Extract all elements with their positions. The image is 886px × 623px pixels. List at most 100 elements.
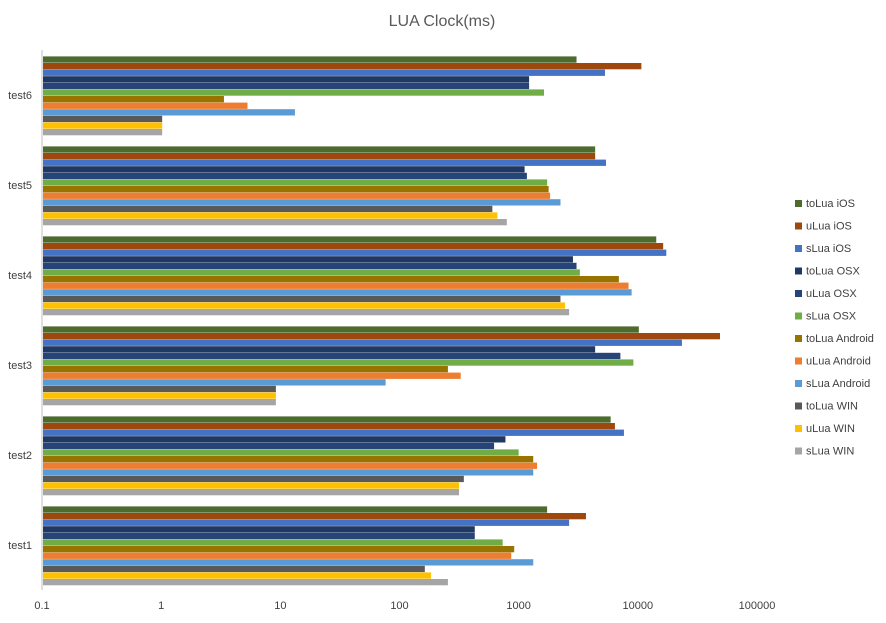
legend-swatch xyxy=(795,357,802,365)
x-tick-label: 100 xyxy=(390,600,408,612)
bar xyxy=(43,372,461,379)
bar xyxy=(43,482,460,489)
legend-label: sLua WIN xyxy=(806,446,854,458)
legend: toLua iOS uLua iOS sLua iOS toLua OSX uLua O… xyxy=(795,198,874,458)
legend-label: sLua OSX xyxy=(806,311,857,323)
category-label: test2 xyxy=(8,450,32,462)
legend-label: sLua iOS xyxy=(806,243,851,255)
bar xyxy=(43,192,551,199)
legend-label: uLua Android xyxy=(806,356,871,368)
bar xyxy=(43,212,498,219)
bar xyxy=(43,333,721,340)
legend-label: sLua Android xyxy=(806,378,870,390)
bar xyxy=(43,392,276,399)
bar xyxy=(43,82,530,90)
legend-swatch xyxy=(795,447,802,455)
bar xyxy=(43,243,664,250)
legend-label: uLua WIN xyxy=(806,423,855,435)
bar xyxy=(43,269,580,276)
bar xyxy=(43,506,548,513)
bar xyxy=(43,519,570,526)
bar xyxy=(43,295,561,303)
bar xyxy=(43,552,512,559)
bar xyxy=(43,56,577,63)
bar xyxy=(43,423,615,430)
legend-swatch xyxy=(795,425,802,432)
bar xyxy=(43,309,570,316)
bar xyxy=(43,159,606,166)
bar xyxy=(43,326,639,333)
bars-layer xyxy=(43,56,721,586)
bar xyxy=(43,489,460,496)
legend-label: uLua iOS xyxy=(806,221,852,233)
bar xyxy=(43,442,495,450)
bar xyxy=(43,546,515,553)
category-label: test6 xyxy=(8,90,32,102)
bar xyxy=(43,96,224,103)
bar xyxy=(43,179,548,186)
bar xyxy=(43,262,577,270)
x-tick-label: 1000 xyxy=(506,600,530,612)
bar xyxy=(43,199,561,206)
bar xyxy=(43,172,527,180)
legend-label: toLua WIN xyxy=(806,401,858,413)
bar xyxy=(43,346,596,353)
legend-swatch xyxy=(795,290,802,297)
legend-label: toLua iOS xyxy=(806,198,855,210)
bar xyxy=(43,76,530,83)
bar xyxy=(43,469,534,476)
legend-swatch xyxy=(795,222,802,230)
bar xyxy=(43,449,519,456)
legend-swatch xyxy=(795,380,802,387)
bar xyxy=(43,166,525,173)
x-tick-label: 1 xyxy=(158,600,164,612)
bar xyxy=(43,513,586,520)
bar xyxy=(43,475,464,483)
legend-swatch xyxy=(795,200,802,207)
bar xyxy=(43,205,493,213)
legend-swatch xyxy=(795,335,802,342)
legend-label: toLua Android xyxy=(806,333,874,345)
category-labels: test1 test2 test3 test4 test5 test6 xyxy=(8,90,32,552)
bar xyxy=(43,399,276,406)
bar xyxy=(43,416,611,423)
legend-swatch xyxy=(795,402,802,410)
bar xyxy=(43,236,657,243)
bar xyxy=(43,122,163,129)
bar xyxy=(43,129,163,136)
x-tick-label: 0.1 xyxy=(34,600,49,612)
category-label: test4 xyxy=(8,270,32,282)
bar xyxy=(43,385,276,393)
bar xyxy=(43,153,596,160)
bar xyxy=(43,339,682,346)
bar xyxy=(43,436,506,443)
category-label: test1 xyxy=(8,540,32,552)
bar xyxy=(43,256,573,263)
category-label: test3 xyxy=(8,360,32,372)
bar xyxy=(43,559,534,566)
bar xyxy=(43,526,475,533)
bar xyxy=(43,366,448,373)
legend-swatch xyxy=(795,245,802,252)
bar xyxy=(43,462,538,469)
bar xyxy=(43,282,629,289)
bar xyxy=(43,539,503,546)
bar xyxy=(43,186,549,193)
bar xyxy=(43,249,667,256)
x-tick-label: 10000 xyxy=(623,600,654,612)
bar xyxy=(43,456,534,463)
bar xyxy=(43,146,596,153)
bar xyxy=(43,69,605,76)
legend-label: uLua OSX xyxy=(806,288,857,300)
legend-swatch xyxy=(795,312,802,320)
bar xyxy=(43,63,642,70)
bar xyxy=(43,115,163,123)
bar xyxy=(43,359,634,366)
legend-label: toLua OSX xyxy=(806,266,860,278)
bar xyxy=(43,102,248,109)
bar xyxy=(43,532,475,540)
legend-swatch xyxy=(795,267,802,275)
chart-title: LUA Clock(ms) xyxy=(389,13,496,30)
